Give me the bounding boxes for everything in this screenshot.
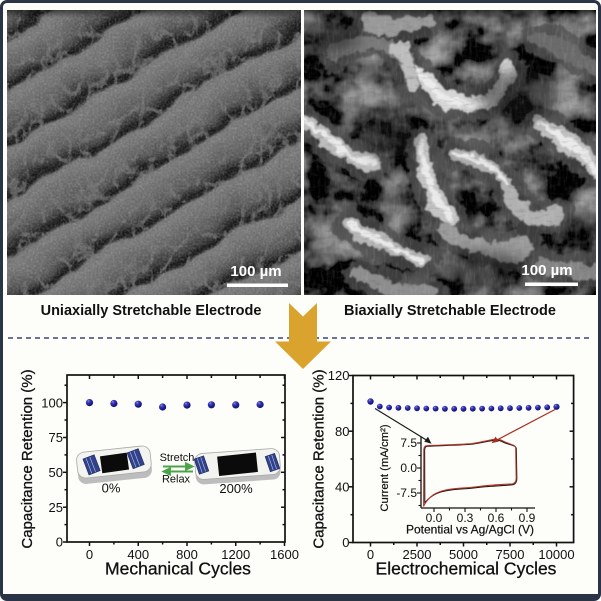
svg-text:100 µm: 100 µm (521, 262, 572, 279)
svg-text:7.5: 7.5 (400, 436, 417, 450)
svg-text:0.3: 0.3 (457, 511, 474, 525)
svg-text:Biaxially Stretchable Electrod: Biaxially Stretchable Electrode (344, 303, 556, 319)
svg-text:0.0: 0.0 (400, 461, 417, 475)
svg-text:5000: 5000 (449, 547, 478, 562)
svg-text:Potential vs Ag/AgCl (V): Potential vs Ag/AgCl (V) (406, 523, 534, 537)
svg-text:1200: 1200 (221, 547, 250, 562)
svg-text:0.0: 0.0 (426, 511, 443, 525)
svg-text:0: 0 (56, 535, 63, 550)
svg-text:0: 0 (367, 547, 374, 562)
svg-text:25: 25 (49, 500, 63, 515)
svg-text:0: 0 (342, 535, 349, 550)
svg-text:Uniaxially Stretchable Electro: Uniaxially Stretchable Electrode (41, 303, 262, 319)
svg-text:Current (mA/cm²): Current (mA/cm²) (379, 424, 391, 511)
svg-text:Capacitance Retention (%): Capacitance Retention (%) (311, 369, 328, 548)
svg-text:0%: 0% (102, 481, 121, 496)
svg-text:0.9: 0.9 (519, 511, 536, 525)
svg-text:400: 400 (127, 547, 149, 562)
svg-text:0: 0 (86, 547, 93, 562)
svg-text:40: 40 (335, 480, 349, 495)
svg-text:50: 50 (49, 465, 63, 480)
svg-text:200%: 200% (219, 481, 253, 496)
svg-text:1600: 1600 (270, 547, 299, 562)
svg-text:Mechanical Cycles: Mechanical Cycles (105, 559, 251, 579)
svg-text:Electrochemical Cycles: Electrochemical Cycles (376, 559, 557, 579)
svg-text:10000: 10000 (538, 547, 574, 562)
svg-text:-7.5: -7.5 (396, 486, 417, 500)
svg-text:Stretch: Stretch (160, 452, 195, 464)
svg-text:800: 800 (176, 547, 198, 562)
svg-text:Relax: Relax (162, 474, 191, 486)
svg-text:7500: 7500 (496, 547, 525, 562)
svg-text:80: 80 (335, 424, 349, 439)
svg-text:Capacitance Retention (%): Capacitance Retention (%) (19, 369, 36, 548)
svg-text:120: 120 (328, 368, 350, 383)
svg-text:75: 75 (49, 430, 63, 445)
svg-text:100 µm: 100 µm (230, 263, 281, 280)
svg-text:100: 100 (41, 395, 63, 410)
svg-text:2500: 2500 (403, 547, 432, 562)
svg-text:0.6: 0.6 (488, 511, 505, 525)
